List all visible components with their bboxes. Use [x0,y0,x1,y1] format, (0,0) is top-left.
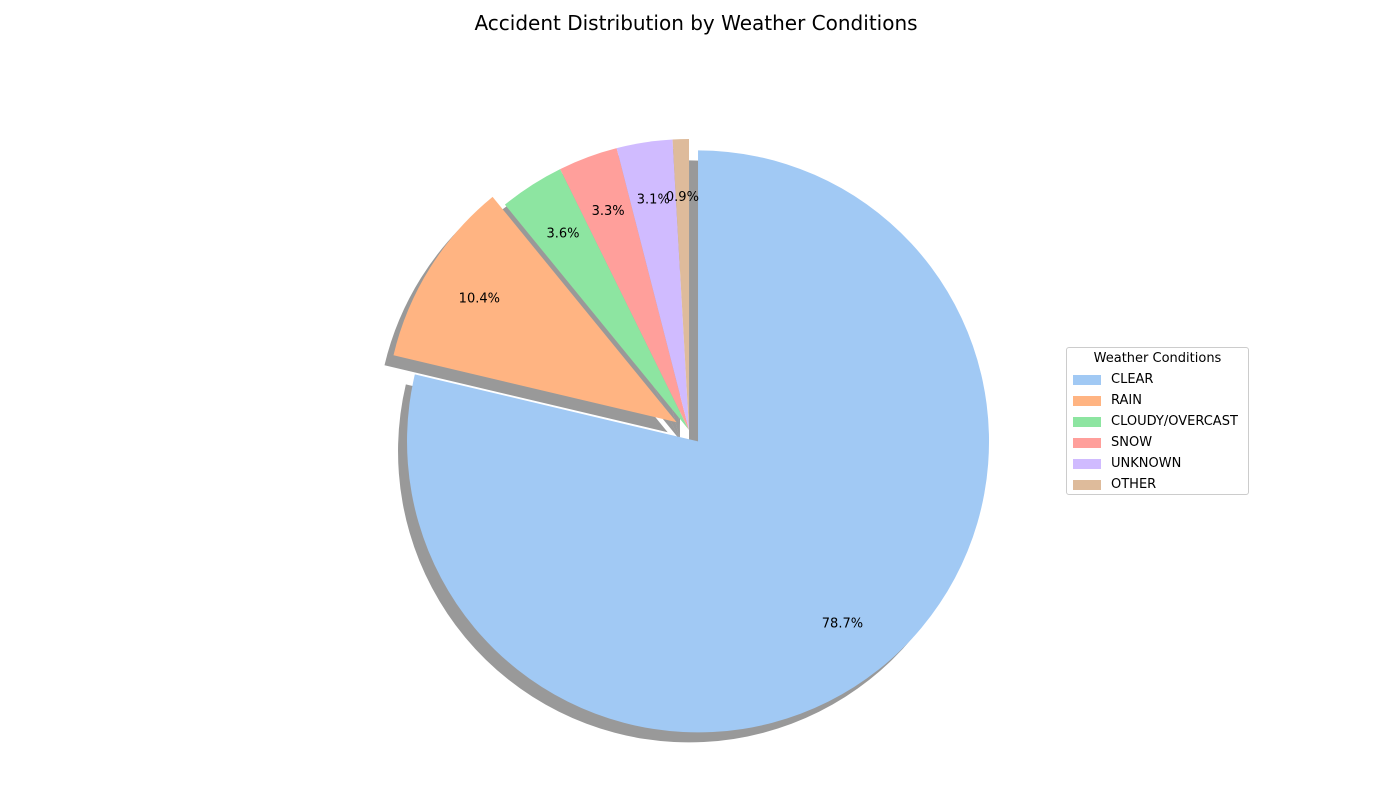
legend-swatch-clear [1073,374,1101,385]
pct-label-unknown: 3.1% [637,192,670,207]
slice-other [672,139,689,430]
legend-entry-rain: RAIN [1073,390,1242,411]
chart-title: Accident Distribution by Weather Conditi… [474,11,918,35]
legend-label-other: OTHER [1111,477,1157,492]
legend-entries: CLEAR RAIN CLOUDY/OVERCAST SNOW UNKNOWN OTHER [1073,369,1242,495]
slice-cloudy-overcast [504,169,689,430]
pct-label-other: 0.9% [666,190,699,205]
legend-entry-clear: CLEAR [1073,369,1242,390]
legend-entry-snow: SNOW [1073,432,1242,453]
legend-swatch-rain [1073,395,1101,406]
legend-title: Weather Conditions [1093,351,1222,366]
slice-rain [393,196,677,423]
pct-label-rain: 10.4% [459,291,500,306]
legend: Weather Conditions CLEAR RAIN CLOUDY/OVERC… [1066,347,1249,495]
legend-label-unknown: UNKNOWN [1111,456,1182,471]
pct-label-clear: 78.7% [822,617,863,632]
slice-clear [407,150,990,733]
slice-snow [560,148,689,430]
slice-unknown [616,139,689,430]
pct-label-snow: 3.3% [592,204,625,219]
pie-slice-layer [393,139,990,733]
pie-label-layer: 78.7% 10.4% 3.6% 3.3% 3.1%0.9% [459,190,863,632]
legend-label-clear: CLEAR [1111,372,1154,387]
legend-entry-cloudy-overcast: CLOUDY/OVERCAST [1073,411,1242,432]
pct-label-cloudy-overcast: 3.6% [547,227,580,242]
legend-label-snow: SNOW [1111,435,1153,450]
legend-entry-unknown: UNKNOWN [1073,453,1242,474]
legend-swatch-unknown [1073,458,1101,469]
legend-entry-other: OTHER [1073,474,1242,495]
legend-swatch-other [1073,479,1101,490]
legend-swatch-cloudy-overcast [1073,416,1101,427]
legend-swatch-snow [1073,437,1101,448]
legend-label-rain: RAIN [1111,393,1142,408]
legend-label-cloudy-overcast: CLOUDY/OVERCAST [1111,414,1238,429]
